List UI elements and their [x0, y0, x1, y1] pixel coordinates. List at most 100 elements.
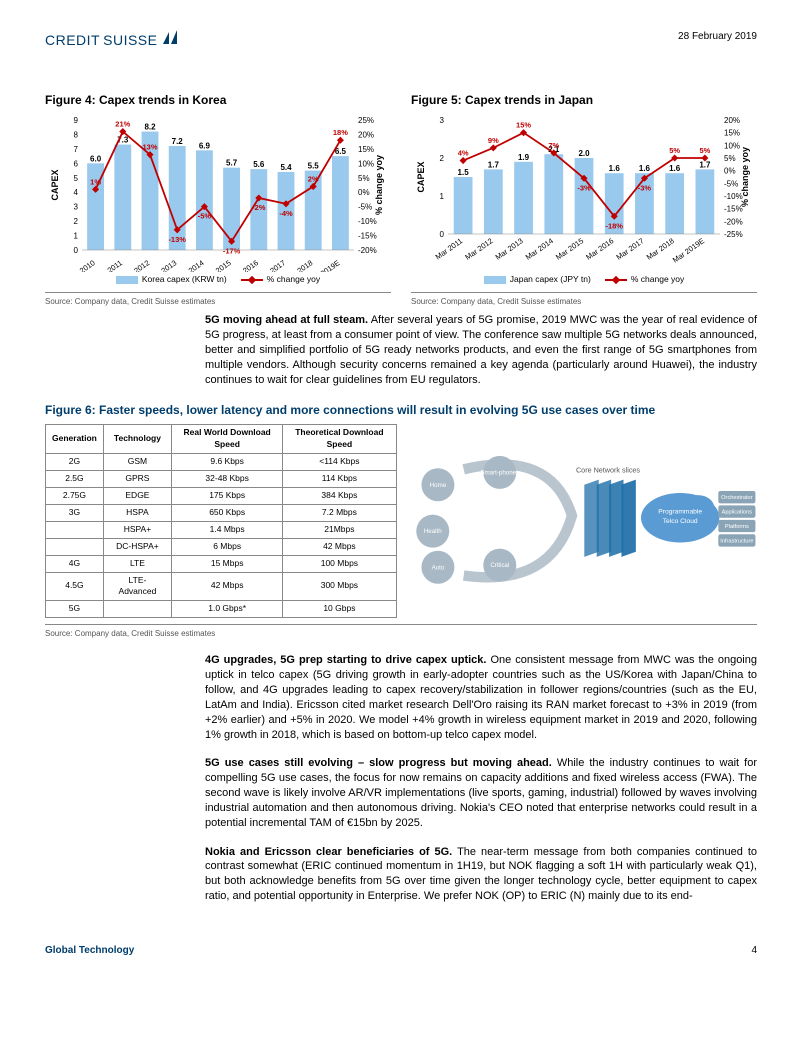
svg-text:Mar 2011: Mar 2011: [434, 237, 465, 262]
svg-text:-5%: -5%: [198, 212, 212, 221]
svg-text:Infrastructure: Infrastructure: [720, 539, 753, 545]
svg-text:0: 0: [440, 230, 445, 239]
para4-lead: Nokia and Ericsson clear beneficiaries o…: [205, 846, 452, 858]
svg-text:-5%: -5%: [724, 180, 738, 189]
logo-text-1: CREDIT: [45, 31, 100, 51]
svg-text:20%: 20%: [724, 116, 740, 125]
chart-korea-svg: 0123456789-20%-15%-10%-5%0%5%10%15%20%25…: [45, 112, 391, 272]
svg-text:2.0: 2.0: [578, 149, 590, 158]
svg-text:-4%: -4%: [279, 209, 293, 218]
svg-text:2018: 2018: [296, 259, 315, 273]
svg-text:8.2: 8.2: [144, 123, 156, 132]
fig6-title: Figure 6: Faster speeds, lower latency a…: [45, 402, 757, 419]
svg-text:9: 9: [74, 116, 79, 125]
svg-text:-20%: -20%: [724, 218, 743, 227]
sails-icon: [161, 30, 183, 52]
page-number: 4: [751, 944, 757, 958]
svg-text:1.5: 1.5: [458, 168, 470, 177]
svg-text:2010: 2010: [78, 259, 97, 273]
svg-text:1: 1: [440, 192, 445, 201]
svg-text:CAPEX: CAPEX: [416, 162, 426, 193]
svg-text:% change yoy: % change yoy: [740, 147, 750, 207]
page-footer: Global Technology 4: [45, 944, 757, 958]
chart-korea: Figure 4: Capex trends in Korea 01234567…: [45, 92, 391, 308]
svg-text:Mar 2017: Mar 2017: [614, 237, 645, 263]
svg-text:13%: 13%: [142, 143, 157, 152]
svg-text:3: 3: [74, 203, 79, 212]
svg-text:Mar 2019E: Mar 2019E: [671, 237, 706, 265]
svg-text:Telco Cloud: Telco Cloud: [662, 518, 697, 525]
svg-text:0%: 0%: [724, 167, 736, 176]
svg-text:1.6: 1.6: [639, 165, 651, 174]
fig5-source: Source: Company data, Credit Suisse esti…: [411, 292, 757, 307]
svg-text:-3%: -3%: [577, 184, 591, 193]
svg-text:15%: 15%: [358, 145, 374, 154]
legend-bar-label: Korea capex (KRW tn): [142, 274, 227, 286]
para2-lead: 4G upgrades, 5G prep starting to drive c…: [205, 654, 486, 666]
svg-text:6.0: 6.0: [90, 155, 102, 164]
svg-text:2: 2: [74, 218, 79, 227]
svg-text:Platforms: Platforms: [724, 525, 748, 531]
svg-text:Programmable: Programmable: [658, 509, 702, 516]
chart-japan-legend: Japan capex (JPY tn) % change yoy: [411, 274, 757, 286]
network-diagram-svg: HomeSmart-phonesHealthCriticalAutoCore N…: [407, 424, 758, 618]
svg-text:2%: 2%: [308, 175, 319, 184]
svg-text:7%: 7%: [548, 141, 559, 150]
svg-text:2: 2: [440, 154, 445, 163]
chart-japan: Figure 5: Capex trends in Japan 0123-25%…: [411, 92, 757, 308]
svg-text:Health: Health: [423, 529, 441, 536]
svg-text:15%: 15%: [516, 121, 531, 130]
svg-text:-25%: -25%: [724, 230, 743, 239]
chart-japan-svg: 0123-25%-20%-15%-10%-5%0%5%10%15%20%1.5M…: [411, 112, 757, 272]
svg-text:1.6: 1.6: [669, 165, 681, 174]
svg-text:20%: 20%: [358, 131, 374, 140]
svg-text:7.2: 7.2: [172, 137, 184, 146]
svg-text:-2%: -2%: [252, 203, 266, 212]
fig6-row: GenerationTechnologyReal World Download …: [45, 424, 757, 618]
line-swatch-icon: [241, 279, 263, 281]
svg-text:Core Network slices: Core Network slices: [575, 466, 639, 475]
paragraph-2: 4G upgrades, 5G prep starting to drive c…: [205, 653, 757, 742]
svg-text:2011: 2011: [106, 259, 124, 273]
svg-text:4: 4: [74, 189, 79, 198]
svg-text:Smart-phones: Smart-phones: [480, 470, 519, 477]
fig6-source: Source: Company data, Credit Suisse esti…: [45, 624, 757, 639]
svg-text:6: 6: [74, 160, 79, 169]
paragraph-4: Nokia and Ericsson clear beneficiaries o…: [205, 845, 757, 904]
svg-text:2013: 2013: [160, 259, 179, 273]
svg-text:Critical: Critical: [490, 563, 509, 570]
svg-text:1.9: 1.9: [518, 153, 530, 162]
legend-line-label: % change yoy: [267, 274, 320, 286]
line-swatch-icon: [605, 279, 627, 281]
report-date: 28 February 2019: [678, 30, 757, 44]
chart-korea-legend: Korea capex (KRW tn) % change yoy: [45, 274, 391, 286]
charts-row: Figure 4: Capex trends in Korea 01234567…: [45, 92, 757, 308]
para3-lead: 5G use cases still evolving – slow progr…: [205, 757, 552, 769]
svg-text:5.7: 5.7: [226, 159, 238, 168]
svg-text:Mar 2015: Mar 2015: [554, 237, 585, 263]
svg-text:5%: 5%: [699, 146, 710, 155]
svg-text:-15%: -15%: [358, 232, 377, 241]
svg-text:3: 3: [440, 116, 445, 125]
para1-lead: 5G moving ahead at full steam.: [205, 314, 368, 326]
logo-text-2: SUISSE: [103, 31, 157, 51]
legend-bar-label: Japan capex (JPY tn): [510, 274, 591, 286]
svg-text:-13%: -13%: [168, 235, 186, 244]
svg-text:2014: 2014: [187, 259, 206, 273]
svg-text:% change yoy: % change yoy: [374, 155, 384, 215]
svg-text:-20%: -20%: [358, 246, 377, 255]
svg-text:2016: 2016: [241, 259, 260, 273]
svg-text:Mar 2014: Mar 2014: [524, 237, 555, 263]
svg-text:Mar 2012: Mar 2012: [463, 237, 494, 263]
svg-text:5.4: 5.4: [280, 163, 292, 172]
fig4-source: Source: Company data, Credit Suisse esti…: [45, 292, 391, 307]
bar-swatch-icon: [116, 276, 138, 284]
svg-text:Mar 2016: Mar 2016: [584, 237, 615, 263]
svg-text:1.7: 1.7: [488, 161, 500, 170]
svg-text:0: 0: [74, 246, 79, 255]
svg-text:5%: 5%: [724, 154, 736, 163]
svg-text:4%: 4%: [458, 149, 469, 158]
svg-text:10%: 10%: [724, 142, 740, 151]
svg-text:5%: 5%: [669, 146, 680, 155]
paragraph-3: 5G use cases still evolving – slow progr…: [205, 756, 757, 830]
